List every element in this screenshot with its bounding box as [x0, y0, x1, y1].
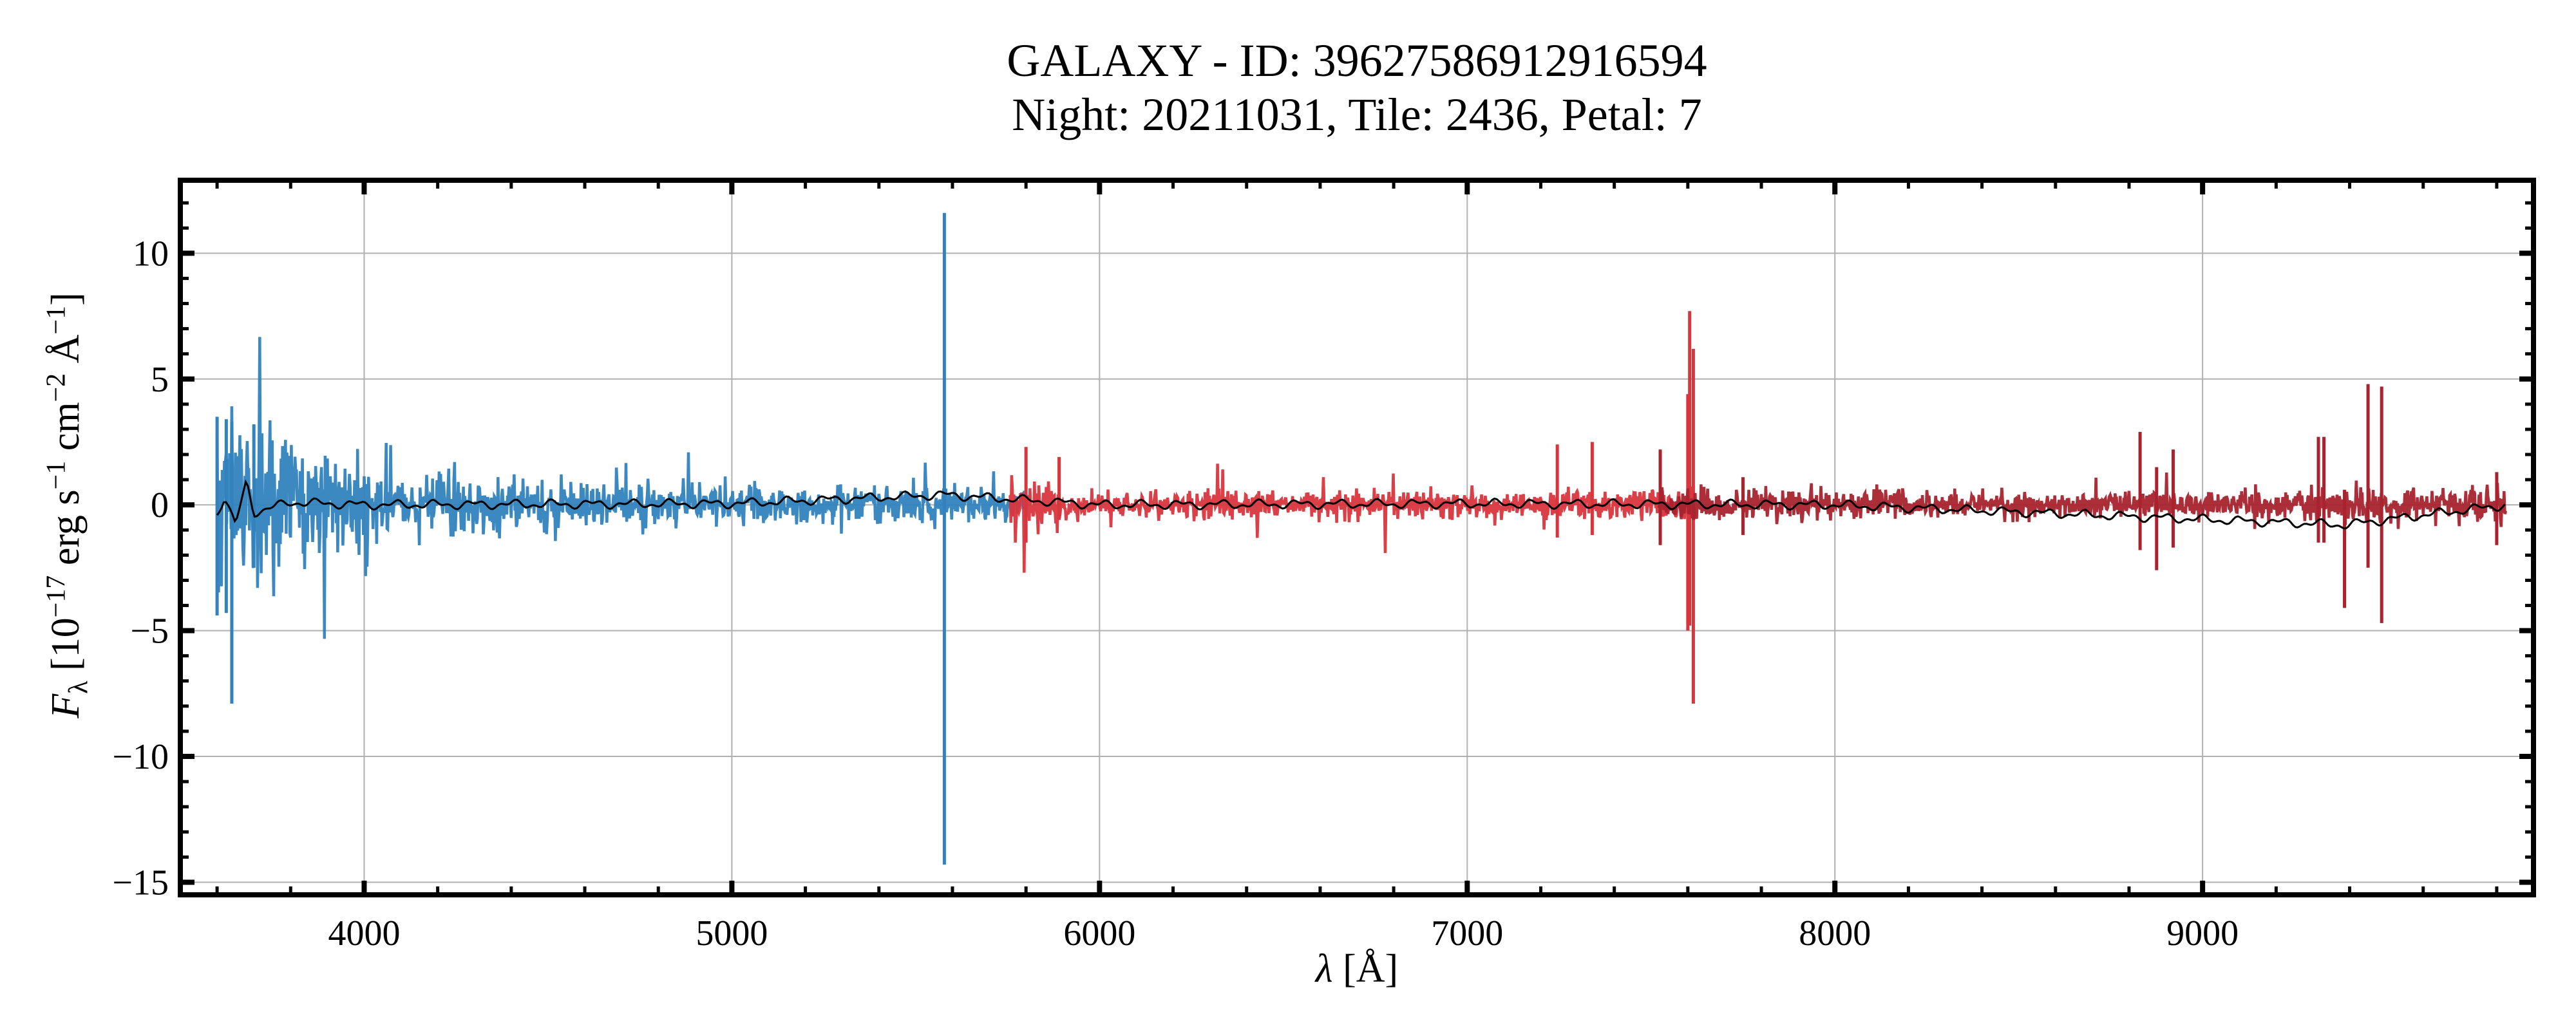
- chart-title-line-1: GALAXY - ID: 39627586912916594: [1007, 35, 1707, 86]
- spectrum-b-arm-line: [215, 337, 1028, 639]
- tick-labels: 4000 5000 6000 7000 8000 9000 −15 −10 −5 0 5 10: [112, 234, 2239, 953]
- spectrum-z-arm-line: [1657, 472, 2508, 529]
- y-axis-unit-part: cm: [44, 402, 88, 461]
- x-axis-label: λ [Å]: [180, 946, 2533, 992]
- chart-title-line-2: Night: 20211031, Tile: 2436, Petal: 7: [1012, 89, 1702, 140]
- y-axis-unit-part: Å: [44, 334, 88, 373]
- x-tick-label: 7000: [1431, 913, 1503, 953]
- y-tick-label: −5: [130, 612, 169, 651]
- x-tick-label: 8000: [1799, 913, 1871, 953]
- y-axis-unit-part: ]: [44, 292, 88, 306]
- axis-ticks: [180, 180, 2533, 895]
- y-axis-exponent: −1: [41, 305, 71, 335]
- y-tick-label: −10: [112, 737, 169, 777]
- grid-lines: [180, 180, 2533, 895]
- x-tick-label: 9000: [2166, 913, 2239, 953]
- data-series: [215, 212, 2508, 865]
- y-axis-exponent: −1: [41, 460, 71, 490]
- x-tick-label: 6000: [1063, 913, 1135, 953]
- y-axis-unit-part: [10: [44, 617, 88, 671]
- x-axis-symbol: λ: [1315, 947, 1333, 991]
- y-tick-label: 10: [133, 234, 169, 274]
- x-axis-unit: [Å]: [1343, 947, 1399, 991]
- y-axis-label: Fλ [10−17 erg s−1 cm−2 Å−1]: [41, 292, 94, 718]
- y-tick-label: −15: [112, 863, 169, 903]
- x-tick-label: 5000: [696, 913, 768, 953]
- y-tick-label: 0: [151, 485, 169, 525]
- y-axis-symbol: F: [44, 693, 88, 718]
- axes-frame: [178, 178, 2536, 897]
- y-axis-subscript: λ: [64, 680, 94, 694]
- model-fit-line: [216, 479, 2506, 530]
- y-axis-unit-part: erg s: [44, 489, 88, 576]
- y-axis-exponent: −2: [41, 373, 71, 402]
- y-tick-label: 5: [151, 360, 169, 400]
- y-axis-exponent: −17: [41, 575, 71, 618]
- x-tick-label: 4000: [328, 913, 400, 953]
